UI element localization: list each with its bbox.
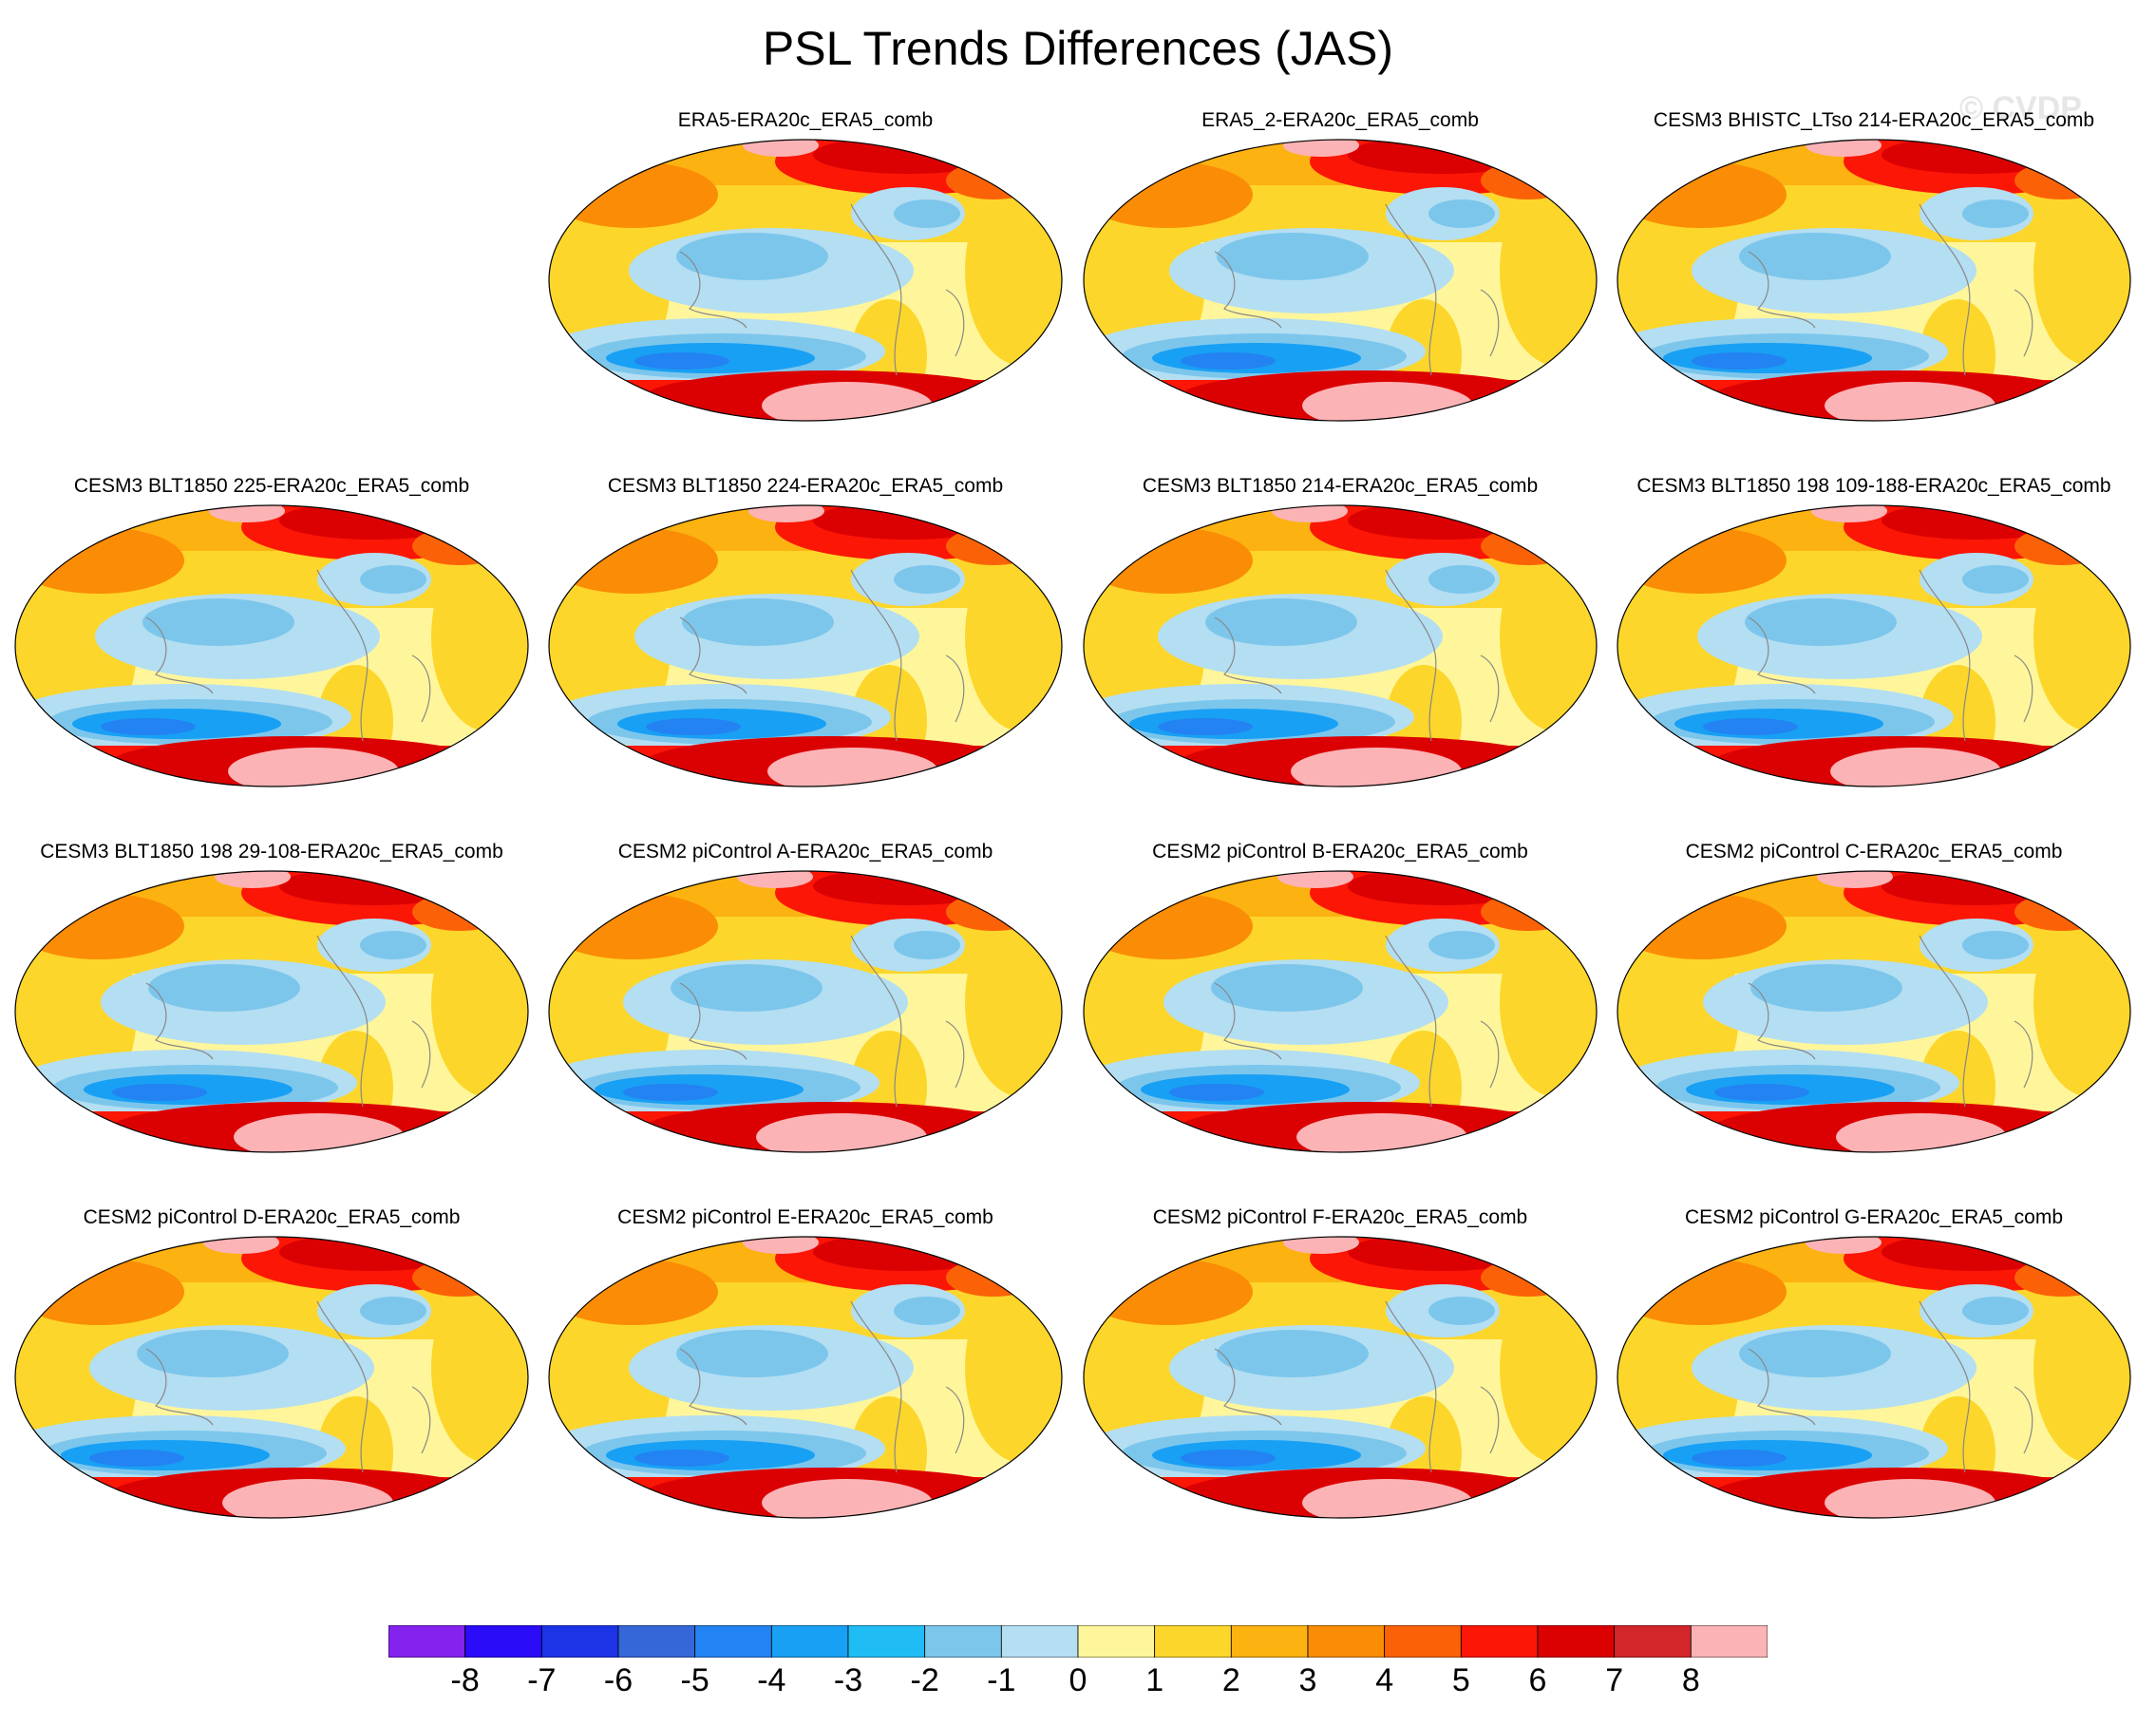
- colorbar: [388, 1625, 1768, 1658]
- colorbar-bin: [388, 1625, 466, 1658]
- colorbar-tick-label: -7: [527, 1662, 557, 1698]
- map-panel: CESM2 piControl E-ERA20c_ERA5_comb: [539, 1206, 1072, 1520]
- colorbar-tick-label: 5: [1451, 1662, 1470, 1698]
- panel-title: CESM3 BLT1850 198 109-188-ERA20c_ERA5_co…: [1636, 475, 2111, 497]
- panel-title: CESM2 piControl C-ERA20c_ERA5_comb: [1685, 841, 2063, 862]
- colorbar-bin: [694, 1625, 772, 1658]
- panel-title: CESM2 piControl G-ERA20c_ERA5_comb: [1685, 1206, 2063, 1228]
- colorbar-tick-label: -2: [910, 1662, 939, 1698]
- psl-trend-map: [14, 504, 529, 787]
- colorbar-tick-label: 8: [1681, 1662, 1700, 1698]
- panel-title: CESM2 piControl D-ERA20c_ERA5_comb: [83, 1206, 461, 1228]
- colorbar-bin: [1537, 1625, 1616, 1658]
- colorbar-bin: [847, 1625, 926, 1658]
- map-panel: CESM2 piControl G-ERA20c_ERA5_comb: [1607, 1206, 2141, 1520]
- psl-trend-map: [1617, 139, 2131, 422]
- colorbar-bin: [1384, 1625, 1462, 1658]
- figure-title: PSL Trends Differences (JAS): [762, 22, 1394, 75]
- colorbar-bin: [617, 1625, 696, 1658]
- psl-trend-map: [1083, 870, 1598, 1153]
- colorbar-bin: [540, 1625, 619, 1658]
- psl-trend-map: [14, 1236, 529, 1519]
- panel-title: ERA5-ERA20c_ERA5_comb: [677, 109, 934, 131]
- map-panel: CESM2 piControl F-ERA20c_ERA5_comb: [1073, 1206, 1607, 1520]
- colorbar-tick-label: 4: [1375, 1662, 1394, 1698]
- panel-title: CESM3 BLT1850 224-ERA20c_ERA5_comb: [607, 475, 1004, 497]
- panel-title: CESM2 piControl B-ERA20c_ERA5_comb: [1152, 841, 1528, 862]
- colorbar-tick-label: -5: [680, 1662, 709, 1698]
- colorbar-tick-label: 0: [1069, 1662, 1087, 1698]
- map-panel: CESM3 BHISTC_LTso 214-ERA20c_ERA5_comb: [1607, 109, 2141, 423]
- colorbar-tick-label: 6: [1528, 1662, 1547, 1698]
- psl-trend-map: [548, 1236, 1063, 1519]
- colorbar-bin: [1690, 1625, 1768, 1658]
- colorbar-tick-label: -3: [833, 1662, 863, 1698]
- psl-trend-map: [548, 504, 1063, 787]
- psl-trend-map: [1617, 1236, 2131, 1519]
- panel-title: CESM2 piControl F-ERA20c_ERA5_comb: [1152, 1206, 1528, 1228]
- colorbar-bin: [1230, 1625, 1309, 1658]
- colorbar-tick-label: -8: [450, 1662, 480, 1698]
- colorbar-bin: [464, 1625, 542, 1658]
- map-panel: CESM3 BLT1850 225-ERA20c_ERA5_comb: [5, 475, 539, 788]
- colorbar-tick-label: 2: [1221, 1662, 1240, 1698]
- map-panel: CESM2 piControl A-ERA20c_ERA5_comb: [539, 841, 1072, 1154]
- map-panel: CESM2 piControl C-ERA20c_ERA5_comb: [1607, 841, 2141, 1154]
- map-panel: CESM3 BLT1850 198 29-108-ERA20c_ERA5_com…: [5, 841, 539, 1154]
- cvdp-watermark: © CVDP: [1959, 90, 2082, 126]
- panel-title: CESM2 piControl A-ERA20c_ERA5_comb: [617, 841, 993, 862]
- psl-trend-map: [1617, 504, 2131, 787]
- colorbar-bin: [1000, 1625, 1079, 1658]
- colorbar-bin: [924, 1625, 1002, 1658]
- panel-title: CESM3 BLT1850 214-ERA20c_ERA5_comb: [1142, 475, 1539, 497]
- map-panel: CESM2 piControl D-ERA20c_ERA5_comb: [5, 1206, 539, 1520]
- psl-trend-map: [548, 870, 1063, 1153]
- colorbar-tick-label: 3: [1298, 1662, 1317, 1698]
- psl-trend-map: [1083, 1236, 1598, 1519]
- colorbar-tick-label: -4: [757, 1662, 786, 1698]
- colorbar-tick-label: -6: [603, 1662, 634, 1698]
- panel-title: CESM3 BLT1850 198 29-108-ERA20c_ERA5_com…: [40, 841, 503, 862]
- colorbar-bin: [1614, 1625, 1692, 1658]
- colorbar-bin: [1460, 1625, 1539, 1658]
- psl-trend-map: [1083, 139, 1598, 422]
- map-panel: CESM3 BLT1850 214-ERA20c_ERA5_comb: [1073, 475, 1607, 788]
- map-panel: CESM3 BLT1850 224-ERA20c_ERA5_comb: [539, 475, 1072, 788]
- map-panel: CESM3 BLT1850 198 109-188-ERA20c_ERA5_co…: [1607, 475, 2141, 788]
- colorbar-tick-label: -1: [987, 1662, 1016, 1698]
- colorbar-bin: [1077, 1625, 1156, 1658]
- colorbar-bin: [1307, 1625, 1386, 1658]
- map-panel: CESM2 piControl B-ERA20c_ERA5_comb: [1073, 841, 1607, 1154]
- panel-title: CESM2 piControl E-ERA20c_ERA5_comb: [617, 1206, 993, 1228]
- psl-trend-map: [548, 139, 1063, 422]
- colorbar-tick-label: 7: [1605, 1662, 1624, 1698]
- panel-title: ERA5_2-ERA20c_ERA5_comb: [1201, 109, 1479, 131]
- map-panel: ERA5_2-ERA20c_ERA5_comb: [1073, 109, 1607, 423]
- map-panel: ERA5-ERA20c_ERA5_comb: [539, 109, 1072, 423]
- panel-title: CESM3 BHISTC_LTso 214-ERA20c_ERA5_comb: [1653, 109, 2095, 131]
- colorbar-tick-label: 1: [1145, 1662, 1164, 1698]
- colorbar-bin: [770, 1625, 849, 1658]
- psl-trend-map: [1617, 870, 2131, 1153]
- panel-title: CESM3 BLT1850 225-ERA20c_ERA5_comb: [73, 475, 470, 497]
- colorbar-bin: [1154, 1625, 1232, 1658]
- psl-trend-map: [1083, 504, 1598, 787]
- psl-trend-map: [14, 870, 529, 1153]
